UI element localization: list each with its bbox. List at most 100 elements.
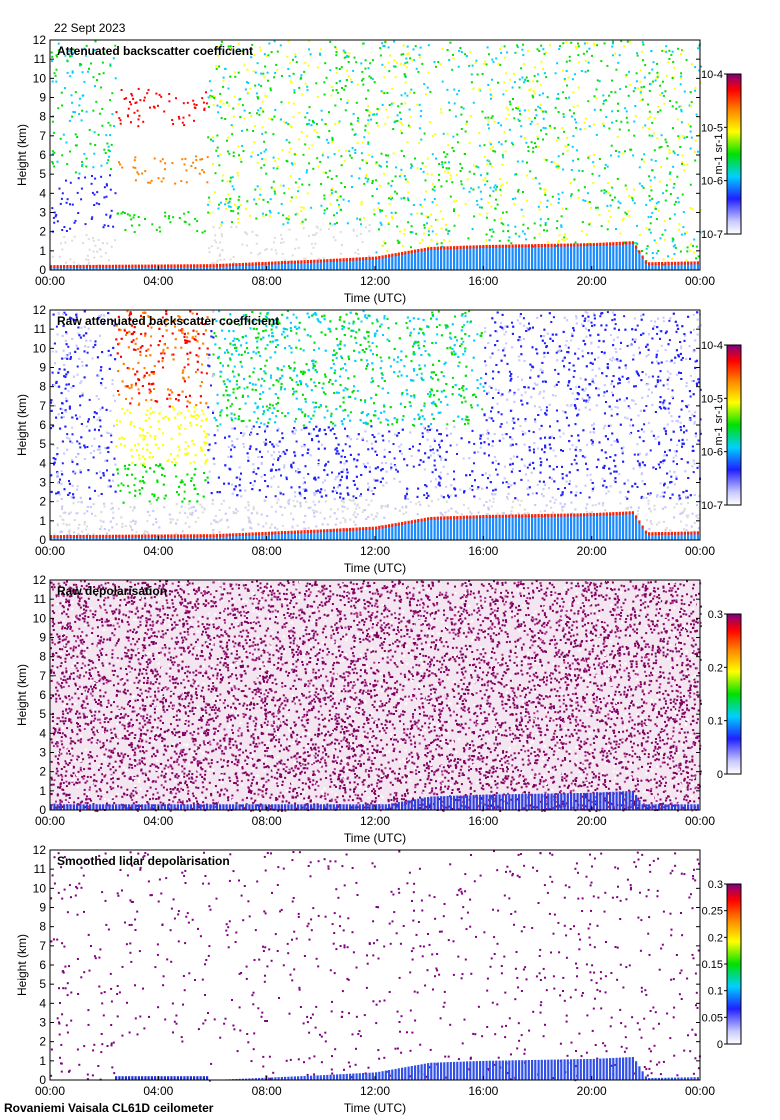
heatmap-cell	[460, 106, 463, 109]
heatmap-cell	[131, 94, 134, 97]
heatmap-cell	[575, 47, 578, 50]
heatmap-cell	[107, 149, 110, 152]
heatmap-cell	[344, 51, 347, 54]
heatmap-cell	[329, 69, 332, 72]
heatmap-cell	[216, 47, 219, 50]
boundary-layer	[147, 266, 150, 270]
heatmap-cell	[216, 259, 219, 262]
heatmap-cell	[159, 230, 162, 233]
heatmap-cell	[336, 212, 338, 215]
heatmap-cell	[679, 83, 682, 86]
heatmap-cell	[684, 135, 687, 138]
heatmap-cell	[321, 154, 324, 157]
heatmap-cell	[527, 145, 530, 148]
heatmap-cell	[219, 106, 222, 109]
boundary-layer	[332, 260, 335, 270]
heatmap-cell	[610, 154, 612, 157]
heatmap-cell	[680, 110, 683, 113]
heatmap-cell	[618, 128, 621, 131]
heatmap-cell	[406, 61, 409, 64]
heatmap-cell	[237, 174, 240, 177]
heatmap-cell	[656, 74, 659, 77]
heatmap-cell	[460, 113, 463, 116]
heatmap-cell	[237, 145, 240, 148]
heatmap-cell	[297, 246, 300, 249]
boundary-layer-top	[102, 264, 105, 268]
heatmap-cell	[360, 223, 362, 226]
heatmap-cell	[237, 221, 240, 224]
boundary-layer	[485, 247, 488, 270]
heatmap-cell	[315, 123, 318, 125]
heatmap-cell	[293, 162, 296, 165]
heatmap-cell	[338, 80, 341, 83]
heatmap-cell	[106, 184, 108, 187]
heatmap-cell	[207, 136, 210, 139]
heatmap-cell	[85, 165, 88, 168]
heatmap-cell	[561, 191, 564, 194]
heatmap-cell	[238, 205, 240, 208]
heatmap-cell	[460, 180, 463, 183]
heatmap-cell	[358, 177, 361, 180]
heatmap-cell	[436, 218, 439, 221]
heatmap-cell	[92, 109, 95, 112]
heatmap-cell	[255, 234, 258, 236]
heatmap-cell	[555, 245, 558, 247]
heatmap-cell	[69, 55, 71, 58]
heatmap-cell	[384, 41, 387, 43]
boundary-layer	[407, 252, 410, 270]
heatmap-cell	[542, 92, 544, 95]
heatmap-cell	[418, 53, 421, 56]
heatmap-cell	[609, 216, 612, 218]
heatmap-cell	[584, 59, 587, 62]
heatmap-cell	[508, 113, 510, 116]
heatmap-cell	[438, 163, 441, 165]
heatmap-cell	[412, 204, 415, 206]
heatmap-cell	[474, 61, 477, 64]
heatmap-cell	[409, 231, 412, 234]
heatmap-cell	[108, 259, 111, 262]
heatmap-cell	[212, 140, 215, 143]
heatmap-cell	[54, 74, 57, 77]
heatmap-cell	[485, 233, 488, 236]
heatmap-cell	[664, 199, 667, 202]
boundary-layer-top	[462, 245, 465, 249]
heatmap-cell	[51, 207, 54, 210]
heatmap-cell	[350, 175, 353, 178]
heatmap-cell	[520, 67, 523, 70]
plot-area	[50, 40, 700, 270]
heatmap-cell	[260, 49, 262, 52]
heatmap-cell	[650, 189, 653, 192]
heatmap-cell	[361, 241, 364, 244]
heatmap-cell	[333, 153, 336, 156]
heatmap-cell	[630, 195, 633, 198]
heatmap-cell	[533, 66, 536, 69]
heatmap-cell	[259, 107, 262, 110]
heatmap-cell	[537, 73, 540, 76]
heatmap-cell	[404, 76, 407, 79]
heatmap-cell	[352, 112, 355, 115]
heatmap-cell	[689, 104, 692, 107]
heatmap-cell	[265, 213, 268, 216]
heatmap-cell	[292, 116, 295, 119]
heatmap-cell	[572, 135, 575, 138]
heatmap-cell	[538, 232, 541, 235]
heatmap-cell	[572, 159, 575, 162]
heatmap-cell	[297, 186, 300, 189]
heatmap-cell	[467, 237, 470, 240]
heatmap-cell	[664, 138, 667, 141]
heatmap-cell	[547, 218, 550, 221]
heatmap-cell	[288, 215, 291, 218]
heatmap-cell	[142, 120, 145, 123]
colorbar-tick-label: 10-5	[701, 122, 723, 134]
heatmap-cell	[478, 213, 481, 216]
heatmap-cell	[551, 195, 554, 198]
boundary-layer	[378, 257, 381, 270]
heatmap-cell	[620, 40, 623, 43]
heatmap-cell	[521, 160, 524, 163]
heatmap-cell	[55, 55, 58, 58]
heatmap-cell	[265, 55, 268, 57]
heatmap-cell	[229, 258, 232, 261]
heatmap-cell	[351, 186, 353, 188]
heatmap-cell	[385, 214, 387, 217]
boundary-layer	[550, 245, 553, 270]
